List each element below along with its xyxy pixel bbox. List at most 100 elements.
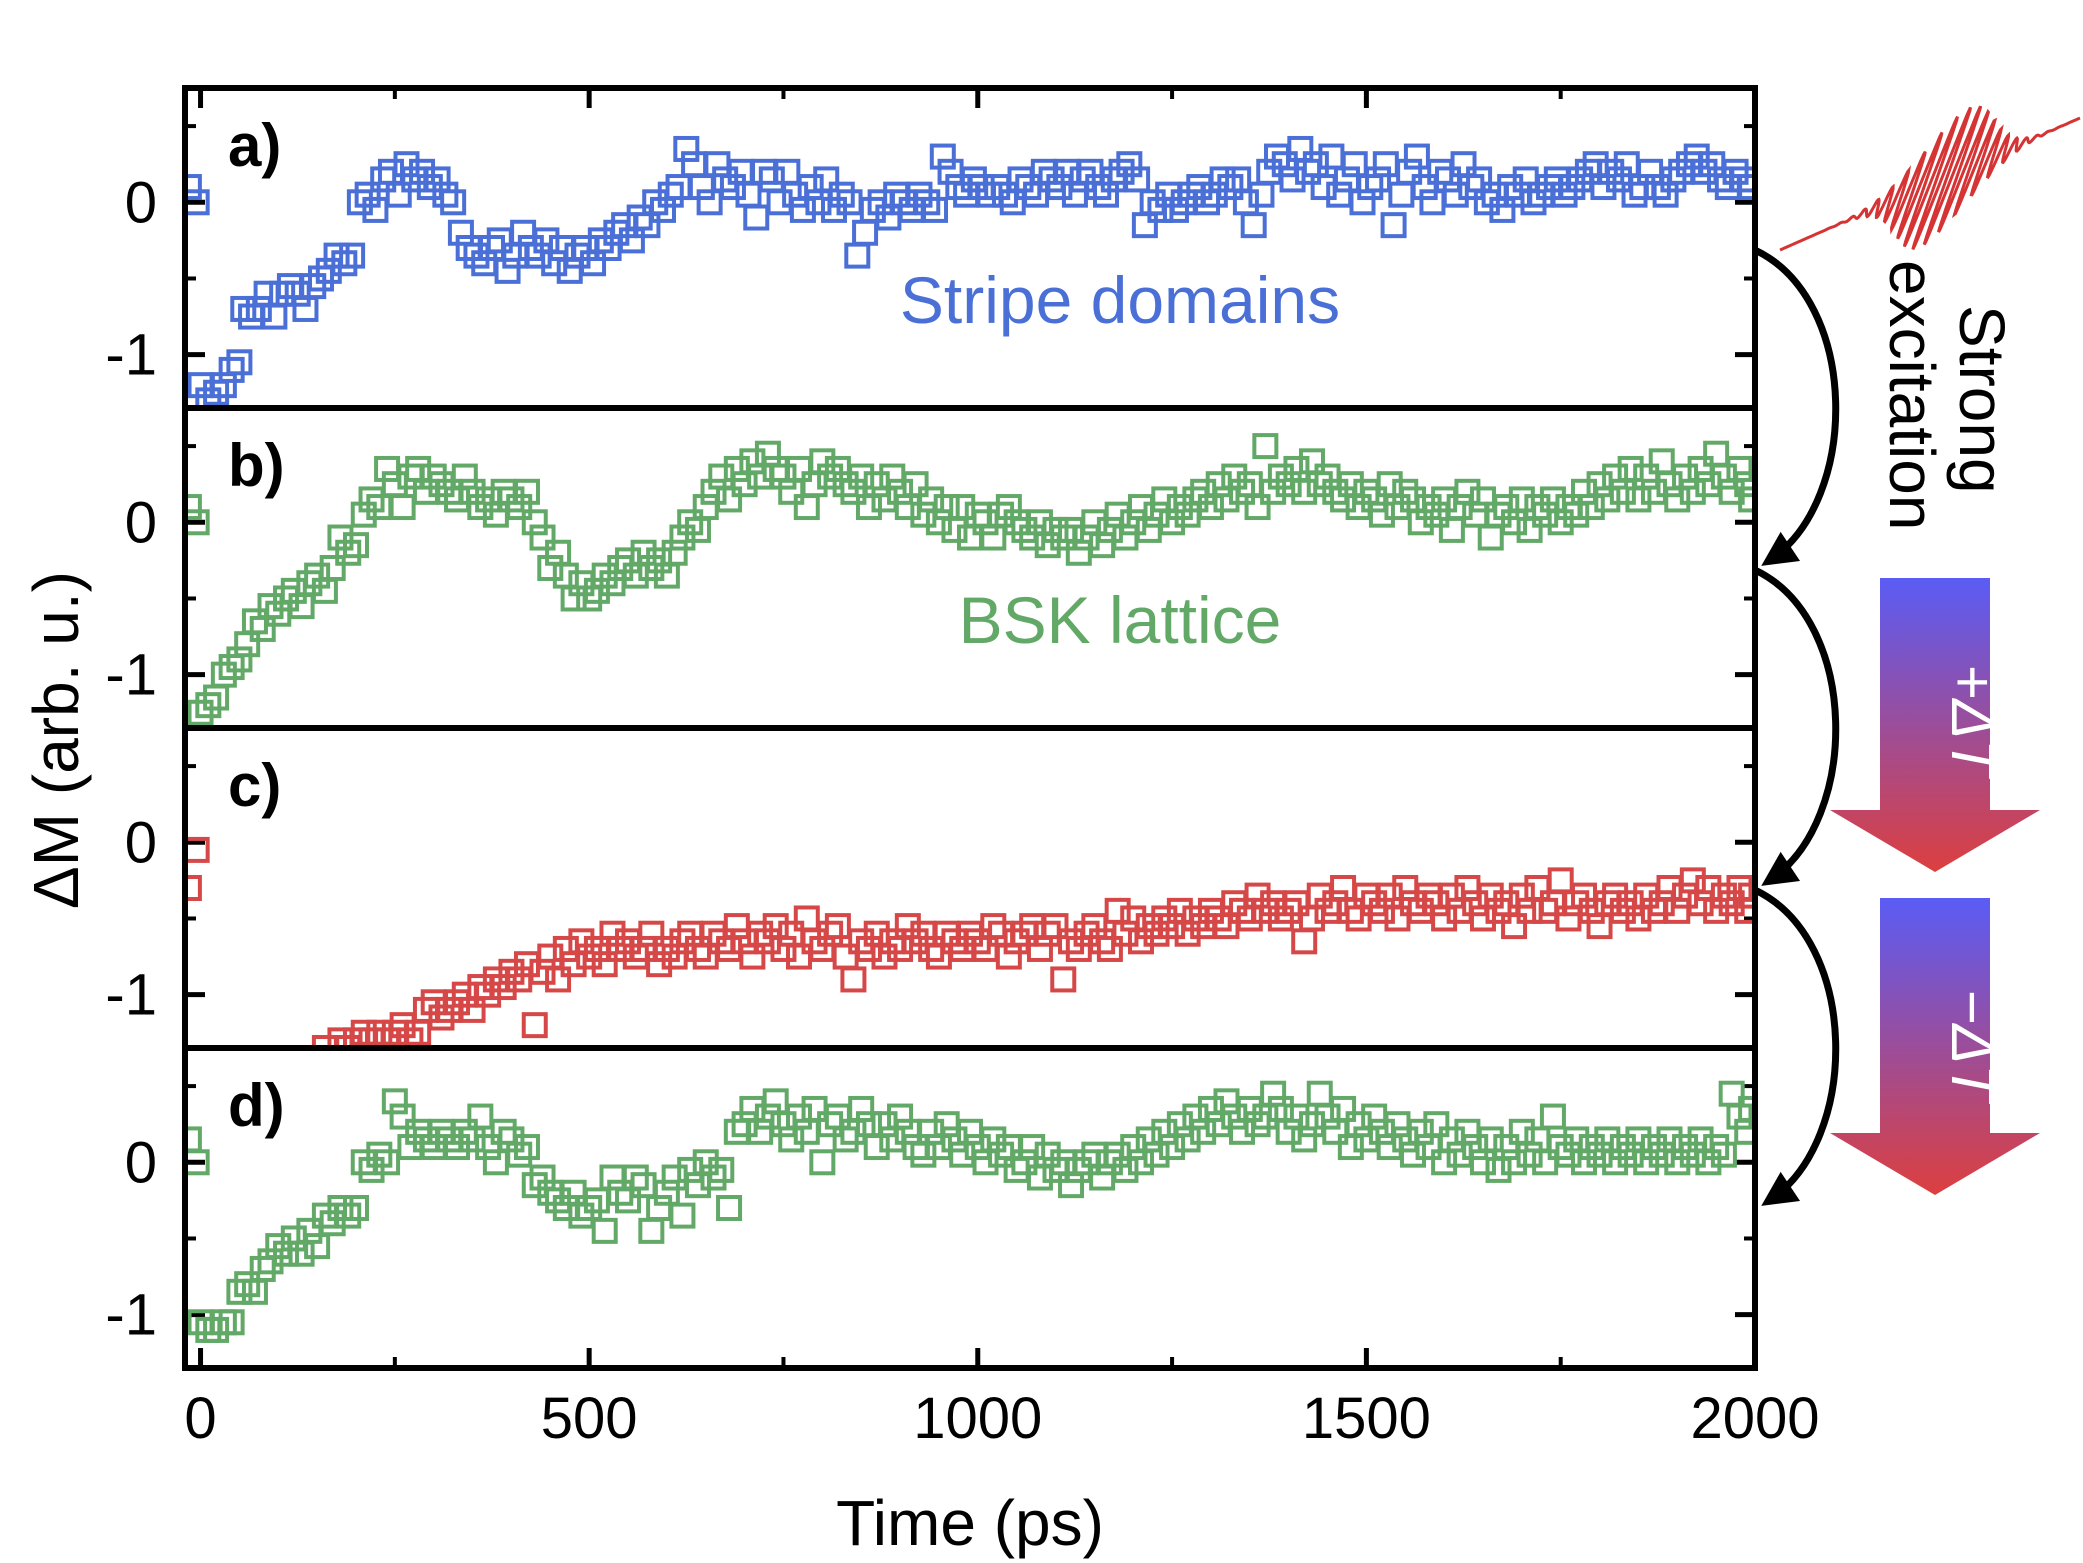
data-point — [1532, 501, 1559, 528]
data-point — [1656, 875, 1683, 901]
data-point — [933, 920, 960, 947]
data-point — [1159, 913, 1186, 940]
data-point — [941, 516, 968, 543]
data-point — [855, 1111, 882, 1138]
data-point — [1368, 1118, 1395, 1145]
data-point — [945, 174, 972, 201]
data-point — [1127, 494, 1154, 521]
y-tick-label: -1 — [105, 1283, 157, 1348]
data-point — [1003, 1156, 1030, 1183]
data-point — [327, 1195, 354, 1221]
data-point — [801, 471, 828, 498]
data-point — [611, 212, 638, 239]
data-point — [1710, 463, 1737, 490]
data-point — [432, 181, 459, 208]
data-point — [669, 1202, 696, 1229]
data-point — [1407, 897, 1434, 924]
data-point — [1213, 486, 1240, 513]
data-point — [362, 196, 389, 223]
data-point — [1504, 181, 1531, 208]
data-point — [848, 928, 875, 955]
data-point — [525, 242, 552, 269]
data-point — [1221, 1103, 1248, 1130]
data-point — [727, 158, 754, 185]
data-point — [1403, 143, 1430, 170]
data-point — [583, 1187, 610, 1214]
data-point — [185, 174, 202, 201]
data-point — [1213, 1088, 1240, 1115]
data-point — [1337, 897, 1364, 924]
data-point — [1151, 486, 1178, 513]
data-point — [1302, 151, 1329, 178]
arrow-c-to-d — [1753, 886, 1840, 1206]
data-point — [887, 935, 914, 962]
data-point — [234, 1271, 261, 1298]
data-point — [1462, 501, 1489, 528]
data-point — [416, 174, 443, 201]
x-tick-label: 1000 — [913, 1386, 1042, 1451]
data-point — [638, 920, 665, 947]
data-point — [622, 943, 649, 970]
data-point — [1477, 882, 1504, 909]
data-point — [327, 524, 354, 551]
data-point — [980, 1126, 1007, 1153]
data-point — [1089, 1164, 1116, 1191]
data-point — [1687, 1126, 1714, 1153]
data-point — [1353, 478, 1380, 505]
data-point — [809, 448, 836, 475]
data-point — [677, 509, 704, 536]
data-point — [572, 235, 599, 261]
data-point — [1225, 166, 1252, 193]
data-point — [852, 219, 879, 246]
data-point — [1586, 1141, 1613, 1168]
plus-delta-t-label: +ΔT — [1939, 664, 2006, 780]
data-point — [451, 981, 478, 1008]
y-tick-label: -1 — [105, 963, 157, 1028]
data-point — [1236, 1095, 1263, 1122]
data-point — [510, 219, 537, 246]
transition-arrows — [1753, 246, 1840, 1206]
data-point — [513, 478, 540, 505]
data-point — [1081, 913, 1108, 940]
data-point — [988, 1141, 1015, 1168]
data-point — [409, 158, 436, 185]
data-point — [401, 166, 428, 193]
data-point — [412, 478, 439, 505]
series-markers — [185, 1080, 1755, 1343]
data-point — [513, 1134, 540, 1161]
data-point — [479, 235, 506, 261]
data-point — [1617, 890, 1644, 917]
data-point — [1726, 455, 1753, 482]
data-point — [521, 1172, 548, 1199]
data-point — [712, 166, 739, 193]
panel-label: d) — [228, 1072, 285, 1139]
panel-frame — [182, 1045, 1758, 1371]
data-point — [995, 943, 1022, 970]
data-point — [754, 440, 781, 467]
data-point — [618, 227, 645, 254]
data-point — [1034, 532, 1061, 559]
data-point — [1217, 174, 1244, 201]
data-point — [393, 151, 420, 178]
data-point — [1337, 471, 1364, 498]
data-point — [1026, 935, 1053, 962]
data-point — [1120, 905, 1147, 932]
data-point — [1648, 448, 1675, 475]
data-point — [1213, 913, 1240, 940]
data-point — [809, 935, 836, 962]
data-point — [1073, 524, 1100, 551]
data-point — [1353, 1126, 1380, 1153]
data-point — [1438, 516, 1465, 543]
data-point — [576, 585, 603, 612]
data-point — [976, 181, 1003, 208]
data-point — [428, 1004, 455, 1031]
data-point — [1640, 897, 1667, 924]
data-point — [1594, 890, 1621, 917]
data-point — [1201, 181, 1228, 208]
data-point — [405, 455, 432, 482]
data-point — [1508, 486, 1535, 513]
data-point — [824, 913, 851, 940]
data-point — [1380, 212, 1407, 239]
data-point — [1431, 486, 1458, 513]
data-point — [883, 181, 910, 208]
